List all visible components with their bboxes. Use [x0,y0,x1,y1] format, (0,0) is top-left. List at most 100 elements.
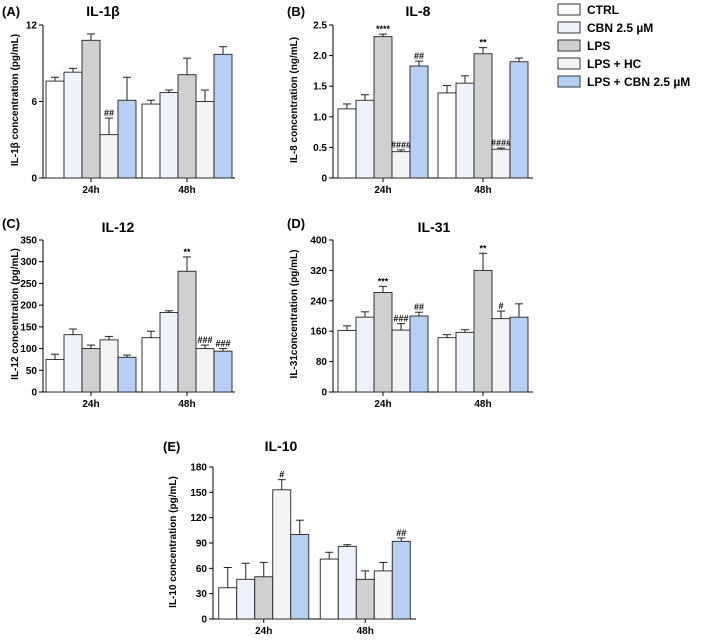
bar-lps-hc-24h [272,489,292,620]
bar-lps-hc-24h [99,339,119,393]
panel-e-plot: 0 30 60 90 120 150 180 24h #48h ## [190,463,416,637]
significance-label: **** [376,24,391,34]
y-tick-label: 150 [190,488,207,499]
y-tick-label: 0 [321,174,327,185]
bar-cbn-2-5-m-24h [63,334,83,393]
x-tick-label-48h: 48h [474,185,491,196]
bar-cbn-2-5-m-48h [159,312,179,393]
bar-cbn-2-5-m-24h [355,316,375,393]
bar-lps-cbn-2-5-m-24h [409,65,429,179]
bar-ctrl-48h [437,337,457,393]
legend: CTRL CBN 2.5 µM LPS LPS + HC LPS + CBN 2.5 µ… [557,3,690,89]
panel-a-ylabel: IL-1β concentration (pg/mL) [10,34,21,166]
panel-c-label: (C) [2,216,20,231]
bar-lps-24h [373,36,393,179]
bar-lps-48h [177,74,197,179]
bar-lps-hc-48h [195,348,215,393]
y-tick-label: 2.0 [313,51,327,62]
y-tick-label: 80 [316,357,328,368]
y-tick-label: 0.5 [313,143,327,154]
bar-lps-24h [81,348,101,393]
bar-ctrl-24h [218,587,238,620]
y-tick-label: 250 [20,279,37,290]
panel-d-label: (D) [287,216,305,231]
y-tick-label: 30 [196,589,208,600]
y-tick-label: 0 [201,615,207,626]
bar-lps-24h [373,291,393,393]
bar-ctrl-24h [45,80,65,179]
significance-label: ** [479,38,487,48]
bar-ctrl-24h [337,108,357,179]
bar-lps-48h [177,270,197,393]
y-tick-label: 160 [310,327,327,338]
bar-lps-hc-24h [99,134,119,179]
panel-d-ylabel: IL-31concentration (pg/mL) [289,250,300,379]
y-tick-label: 2.5 [313,21,327,32]
bar-cbn-2-5-m-48h [455,82,475,179]
significance-label: #### [391,140,411,150]
bar-ctrl-24h [45,358,65,393]
significance-label: ### [215,339,230,349]
bar-lps-48h [473,53,493,179]
legend-swatch-lps [557,39,581,52]
bar-ctrl-48h [141,103,161,179]
y-tick-label: 60 [196,564,208,575]
panel-e: (E) IL-10 IL-10 concentration (pg/mL) 0 3… [163,438,416,637]
bar-lps-cbn-2-5-m-48h [213,53,233,179]
legend-label-lps-hc: LPS + HC [587,57,642,71]
bar-ctrl-48h [141,337,161,393]
y-tick-label: 100 [20,344,37,355]
x-tick-label-24h: 24h [82,185,99,196]
bar-cbn-2-5-m-48h [159,92,179,179]
legend-label-cbn-2-5-m: CBN 2.5 µM [587,21,653,35]
y-tick-label: 150 [20,322,37,333]
bar-cbn-2-5-m-24h [355,99,375,179]
bar-ctrl-48h [319,558,339,620]
y-tick-label: 0 [321,388,327,399]
x-tick-label-48h: 48h [357,626,374,637]
y-tick-label: 120 [190,513,207,524]
bar-lps-cbn-2-5-m-48h [509,316,529,393]
panel-a-label: (A) [2,4,20,19]
y-tick-label: 6 [31,97,37,108]
y-tick-label: 0 [31,174,37,185]
legend-swatch-ctrl [557,3,581,16]
x-tick-label-48h: 48h [474,399,491,410]
panel-c-ylabel: IL-12 concentration (pg/mL) [10,248,21,380]
bar-lps-24h [254,576,274,620]
bar-lps-cbn-2-5-m-48h [509,61,529,179]
bar-cbn-2-5-m-48h [337,545,357,620]
bar-lps-hc-48h [195,101,215,179]
bar-lps-cbn-2-5-m-24h [117,356,137,393]
panel-e-ylabel: IL-10 concentration (pg/mL) [168,476,179,608]
legend-swatch-lps-hc [557,57,581,70]
significance-label: ## [414,302,424,312]
bar-lps-hc-24h [391,151,411,179]
significance-label: ## [396,528,406,538]
panel-a-plot: 0 6 12 24h ## 48h [26,21,235,196]
y-tick-label: 1.0 [313,112,327,123]
panel-c-plot: 0 50 100 150 200 250 300 350 24h 48h ** ### ### [20,236,235,410]
bar-ctrl-24h [337,329,357,393]
bar-lps-hc-48h [491,148,511,179]
y-tick-label: 50 [26,366,38,377]
significance-label: ### [393,314,408,324]
panel-b-label: (B) [287,4,305,19]
bar-lps-hc-24h [391,329,411,393]
panel-b-title: IL-8 [406,3,431,19]
significance-label: *** [378,276,389,286]
legend-swatch-cbn-2-5-m [557,21,581,34]
significance-label: # [498,301,503,311]
bar-lps-cbn-2-5-m-24h [409,315,429,393]
y-tick-label: 300 [20,257,37,268]
bar-cbn-2-5-m-24h [63,71,83,179]
bar-cbn-2-5-m-48h [455,331,475,393]
y-tick-label: 12 [26,21,38,32]
y-tick-label: 0 [31,388,37,399]
legend-label-lps: LPS [587,39,610,53]
bar-lps-24h [81,39,101,179]
panel-b-ylabel: IL-8 concentration (ng/mL) [289,37,300,163]
bar-lps-hc-48h [491,318,511,393]
significance-label: #### [491,138,511,148]
